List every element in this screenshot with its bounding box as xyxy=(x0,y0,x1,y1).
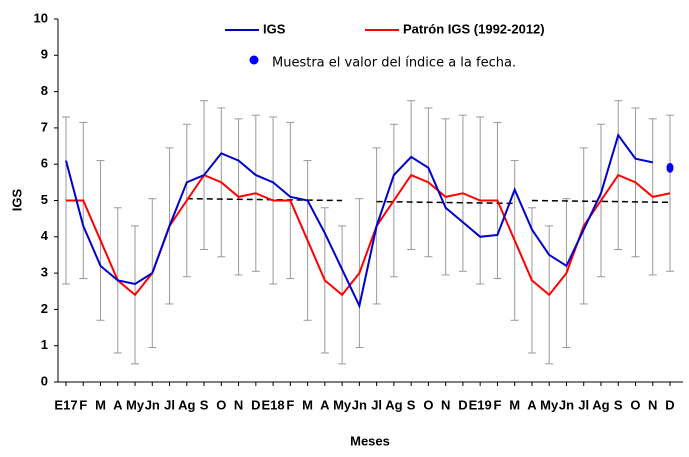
y-tick-label: 5 xyxy=(41,192,48,207)
x-tick-label: Ag xyxy=(178,397,195,412)
x-tick-label: F xyxy=(493,397,501,412)
x-tick-label: A xyxy=(113,397,123,412)
legend-label: IGS xyxy=(263,21,286,36)
x-tick-label: D xyxy=(458,397,467,412)
x-tick-label: E18 xyxy=(262,397,285,412)
x-tick-label: Jn xyxy=(145,397,160,412)
x-tick-label: N xyxy=(441,397,450,412)
x-tick-label: Jl xyxy=(578,397,589,412)
x-tick-label: F xyxy=(79,397,87,412)
y-tick-label: 0 xyxy=(41,373,48,388)
x-tick-label: Jl xyxy=(371,397,382,412)
x-tick-label: N xyxy=(648,397,657,412)
legend-marker xyxy=(249,55,259,65)
x-tick-label: D xyxy=(251,397,260,412)
x-tick-label: Jn xyxy=(559,397,574,412)
x-tick-label: S xyxy=(614,397,623,412)
x-tick-label: E19 xyxy=(469,397,492,412)
x-tick-label: Ag xyxy=(592,397,609,412)
x-tick-label: A xyxy=(320,397,330,412)
x-tick-label: M xyxy=(302,397,313,412)
y-tick-label: 10 xyxy=(34,10,48,25)
x-tick-label: Jl xyxy=(164,397,175,412)
y-tick-label: 9 xyxy=(41,47,48,62)
series-line xyxy=(65,132,653,309)
x-tick-label: My xyxy=(126,397,145,412)
x-tick-label: S xyxy=(407,397,416,412)
trend-line xyxy=(186,197,343,202)
x-tick-label: Ag xyxy=(385,397,402,412)
x-tick-label: E17 xyxy=(54,397,77,412)
x-tick-label: M xyxy=(509,397,520,412)
x-tick-label: M xyxy=(95,397,106,412)
x-tick-label: My xyxy=(333,397,352,412)
x-tick-label: My xyxy=(540,397,559,412)
x-tick-label: N xyxy=(234,397,243,412)
series-line xyxy=(66,173,671,297)
y-tick-label: 4 xyxy=(41,228,49,243)
x-axis-title: Meses xyxy=(350,433,390,448)
y-tick-label: 2 xyxy=(41,301,48,316)
trend-line xyxy=(531,199,671,204)
x-tick-label: S xyxy=(200,397,209,412)
x-tick-label: Jn xyxy=(352,397,367,412)
legend-label: Muestra el valor del índice a la fecha. xyxy=(272,56,516,71)
trend-line xyxy=(376,200,515,205)
x-tick-label: F xyxy=(286,397,294,412)
x-tick-label: O xyxy=(216,397,226,412)
x-tick-label: O xyxy=(423,397,433,412)
x-tick-label: D xyxy=(665,397,674,412)
current-marker xyxy=(666,162,674,173)
y-axis-title: IGS xyxy=(9,188,24,211)
y-tick-label: 1 xyxy=(41,337,48,352)
y-tick-label: 3 xyxy=(41,265,48,280)
x-tick-label: A xyxy=(527,397,537,412)
x-tick-label: O xyxy=(630,397,640,412)
legend-label: Patrón IGS (1992-2012) xyxy=(403,21,545,36)
y-tick-label: 6 xyxy=(41,156,48,171)
y-tick-label: 7 xyxy=(41,119,48,134)
y-tick-label: 8 xyxy=(41,83,48,98)
